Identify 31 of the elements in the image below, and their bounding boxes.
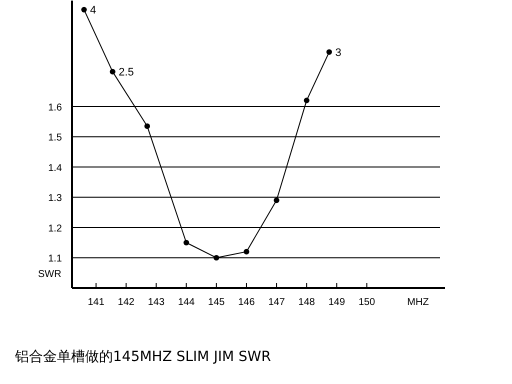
point — [144, 123, 150, 129]
annotation: 2.5 — [118, 66, 134, 79]
y-tick-label: 1.4 — [48, 162, 62, 174]
x-tick-label: 141 — [88, 297, 105, 308]
x-tick-label: 144 — [178, 297, 196, 308]
point — [244, 248, 250, 254]
point — [81, 6, 87, 12]
point — [214, 254, 220, 261]
x-tick-label: 143 — [148, 297, 166, 308]
x-tick-label: 149 — [328, 297, 346, 308]
y-tick-label: 1.2 — [48, 223, 62, 234]
point — [326, 49, 332, 55]
y-tick-label: 1.6 — [48, 102, 62, 114]
y-tick-label: 1.5 — [48, 132, 62, 144]
point — [304, 98, 310, 104]
x-tick-label: 150 — [358, 297, 376, 308]
y-tick-label: 1.1 — [48, 254, 62, 265]
x-tick-label: 142 — [118, 297, 135, 308]
x-tick-label: 145 — [208, 297, 226, 308]
point — [184, 240, 190, 246]
x-tick-label: 146 — [238, 297, 256, 308]
point — [274, 197, 280, 204]
annotation: 4 — [90, 4, 96, 17]
y-axis-title: SWR — [38, 268, 62, 280]
text: 铝合金单槽做的145MHZ SLIM JIM SWR — [14, 349, 272, 365]
point — [110, 68, 116, 74]
x-axis-title: MHZ — [407, 297, 429, 308]
x-tick-label: 147 — [268, 297, 286, 308]
x-tick-label: 148 — [298, 297, 316, 308]
annotation: 3 — [335, 47, 342, 60]
y-tick-label: 1.3 — [48, 193, 62, 204]
